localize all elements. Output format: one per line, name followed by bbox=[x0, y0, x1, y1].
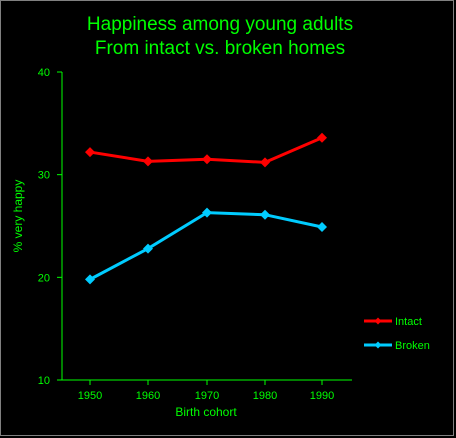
legend-item-intact: Intact bbox=[364, 316, 422, 328]
series-intact bbox=[85, 132, 327, 168]
legend-swatch-marker bbox=[374, 341, 382, 349]
x-tick-label: 1950 bbox=[78, 390, 102, 402]
y-axis-label: % very happy bbox=[11, 180, 25, 253]
series-layer bbox=[85, 132, 327, 285]
chart-title-line2: From intact vs. broken homes bbox=[95, 38, 345, 59]
data-point-intact bbox=[260, 157, 270, 168]
x-tick-label: 1960 bbox=[136, 390, 160, 402]
data-point-broken bbox=[260, 209, 270, 220]
data-point-intact bbox=[143, 156, 153, 167]
data-point-broken bbox=[143, 243, 153, 254]
legend: Intact Broken bbox=[364, 316, 430, 352]
y-tick-label: 20 bbox=[38, 272, 50, 284]
data-point-intact bbox=[85, 147, 95, 158]
series-line-broken bbox=[89, 211, 323, 281]
chart-title-line1: Happiness among young adults bbox=[87, 14, 353, 35]
data-point-intact bbox=[317, 132, 327, 143]
y-tick-label: 10 bbox=[38, 375, 50, 387]
x-axis-label: Birth cohort bbox=[175, 405, 237, 419]
data-point-broken bbox=[85, 274, 95, 285]
legend-label: Broken bbox=[395, 340, 430, 352]
x-tick-label: 1990 bbox=[310, 390, 334, 402]
y-tick-label: 30 bbox=[38, 170, 50, 182]
x-ticks: 1950 1960 1970 1980 1990 bbox=[78, 380, 334, 402]
data-point-broken bbox=[202, 207, 212, 218]
legend-label: Intact bbox=[395, 316, 422, 328]
series-broken bbox=[85, 207, 327, 285]
data-point-broken bbox=[317, 222, 327, 233]
axes bbox=[61, 72, 352, 381]
y-tick-label: 40 bbox=[38, 67, 50, 79]
data-point-intact bbox=[202, 154, 212, 165]
y-ticks: 10 20 30 40 bbox=[38, 67, 62, 387]
x-tick-label: 1970 bbox=[195, 390, 219, 402]
x-tick-label: 1980 bbox=[253, 390, 277, 402]
legend-item-broken: Broken bbox=[364, 340, 430, 352]
legend-swatch-marker bbox=[374, 317, 382, 325]
